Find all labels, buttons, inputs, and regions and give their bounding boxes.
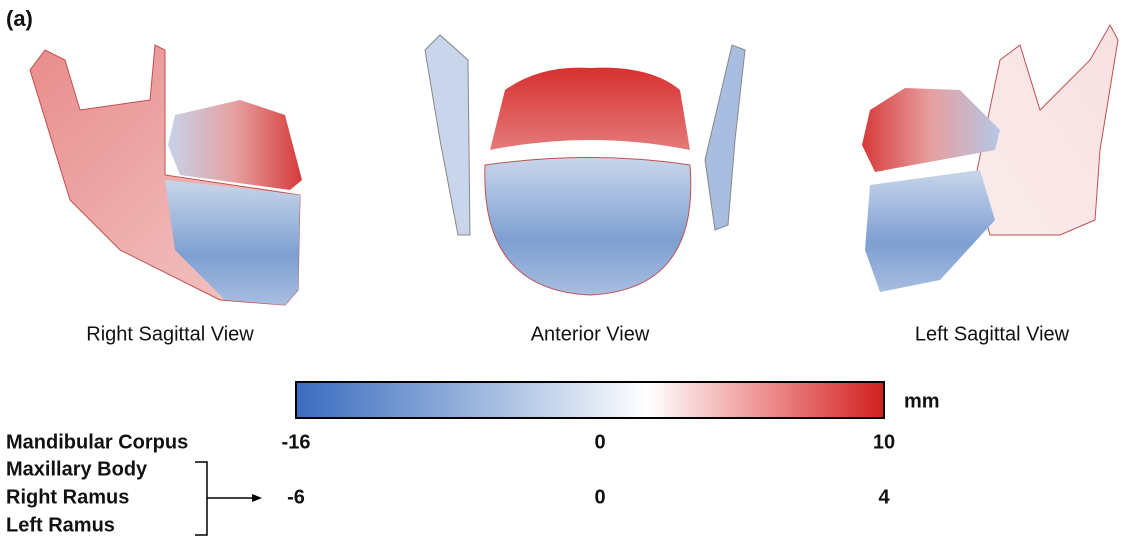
view-label: Right Sagittal View [86,323,254,345]
right-sagittal-render [29,44,302,306]
scale-tick: 10 [873,431,895,453]
anterior-render [424,34,746,296]
panel-label: (a) [6,6,33,31]
scale-tick: -16 [282,431,311,453]
scale-tick: 0 [594,486,605,508]
region-label: Left Ramus [6,514,115,536]
colorbar [295,381,885,419]
scale-tick: 0 [594,431,605,453]
view-label: Anterior View [531,323,650,345]
scale-tick: 4 [878,486,890,508]
region-label: Right Ramus [6,486,129,508]
scale-tick: -6 [287,486,305,508]
left-sagittal-render [862,23,1119,292]
region-label: Mandibular Corpus [6,431,188,453]
view-label: Left Sagittal View [915,323,1070,345]
bracket [195,461,255,536]
arrow-head [252,494,262,502]
colorbar-unit: mm [904,390,940,412]
region-label: Maxillary Body [6,458,148,480]
